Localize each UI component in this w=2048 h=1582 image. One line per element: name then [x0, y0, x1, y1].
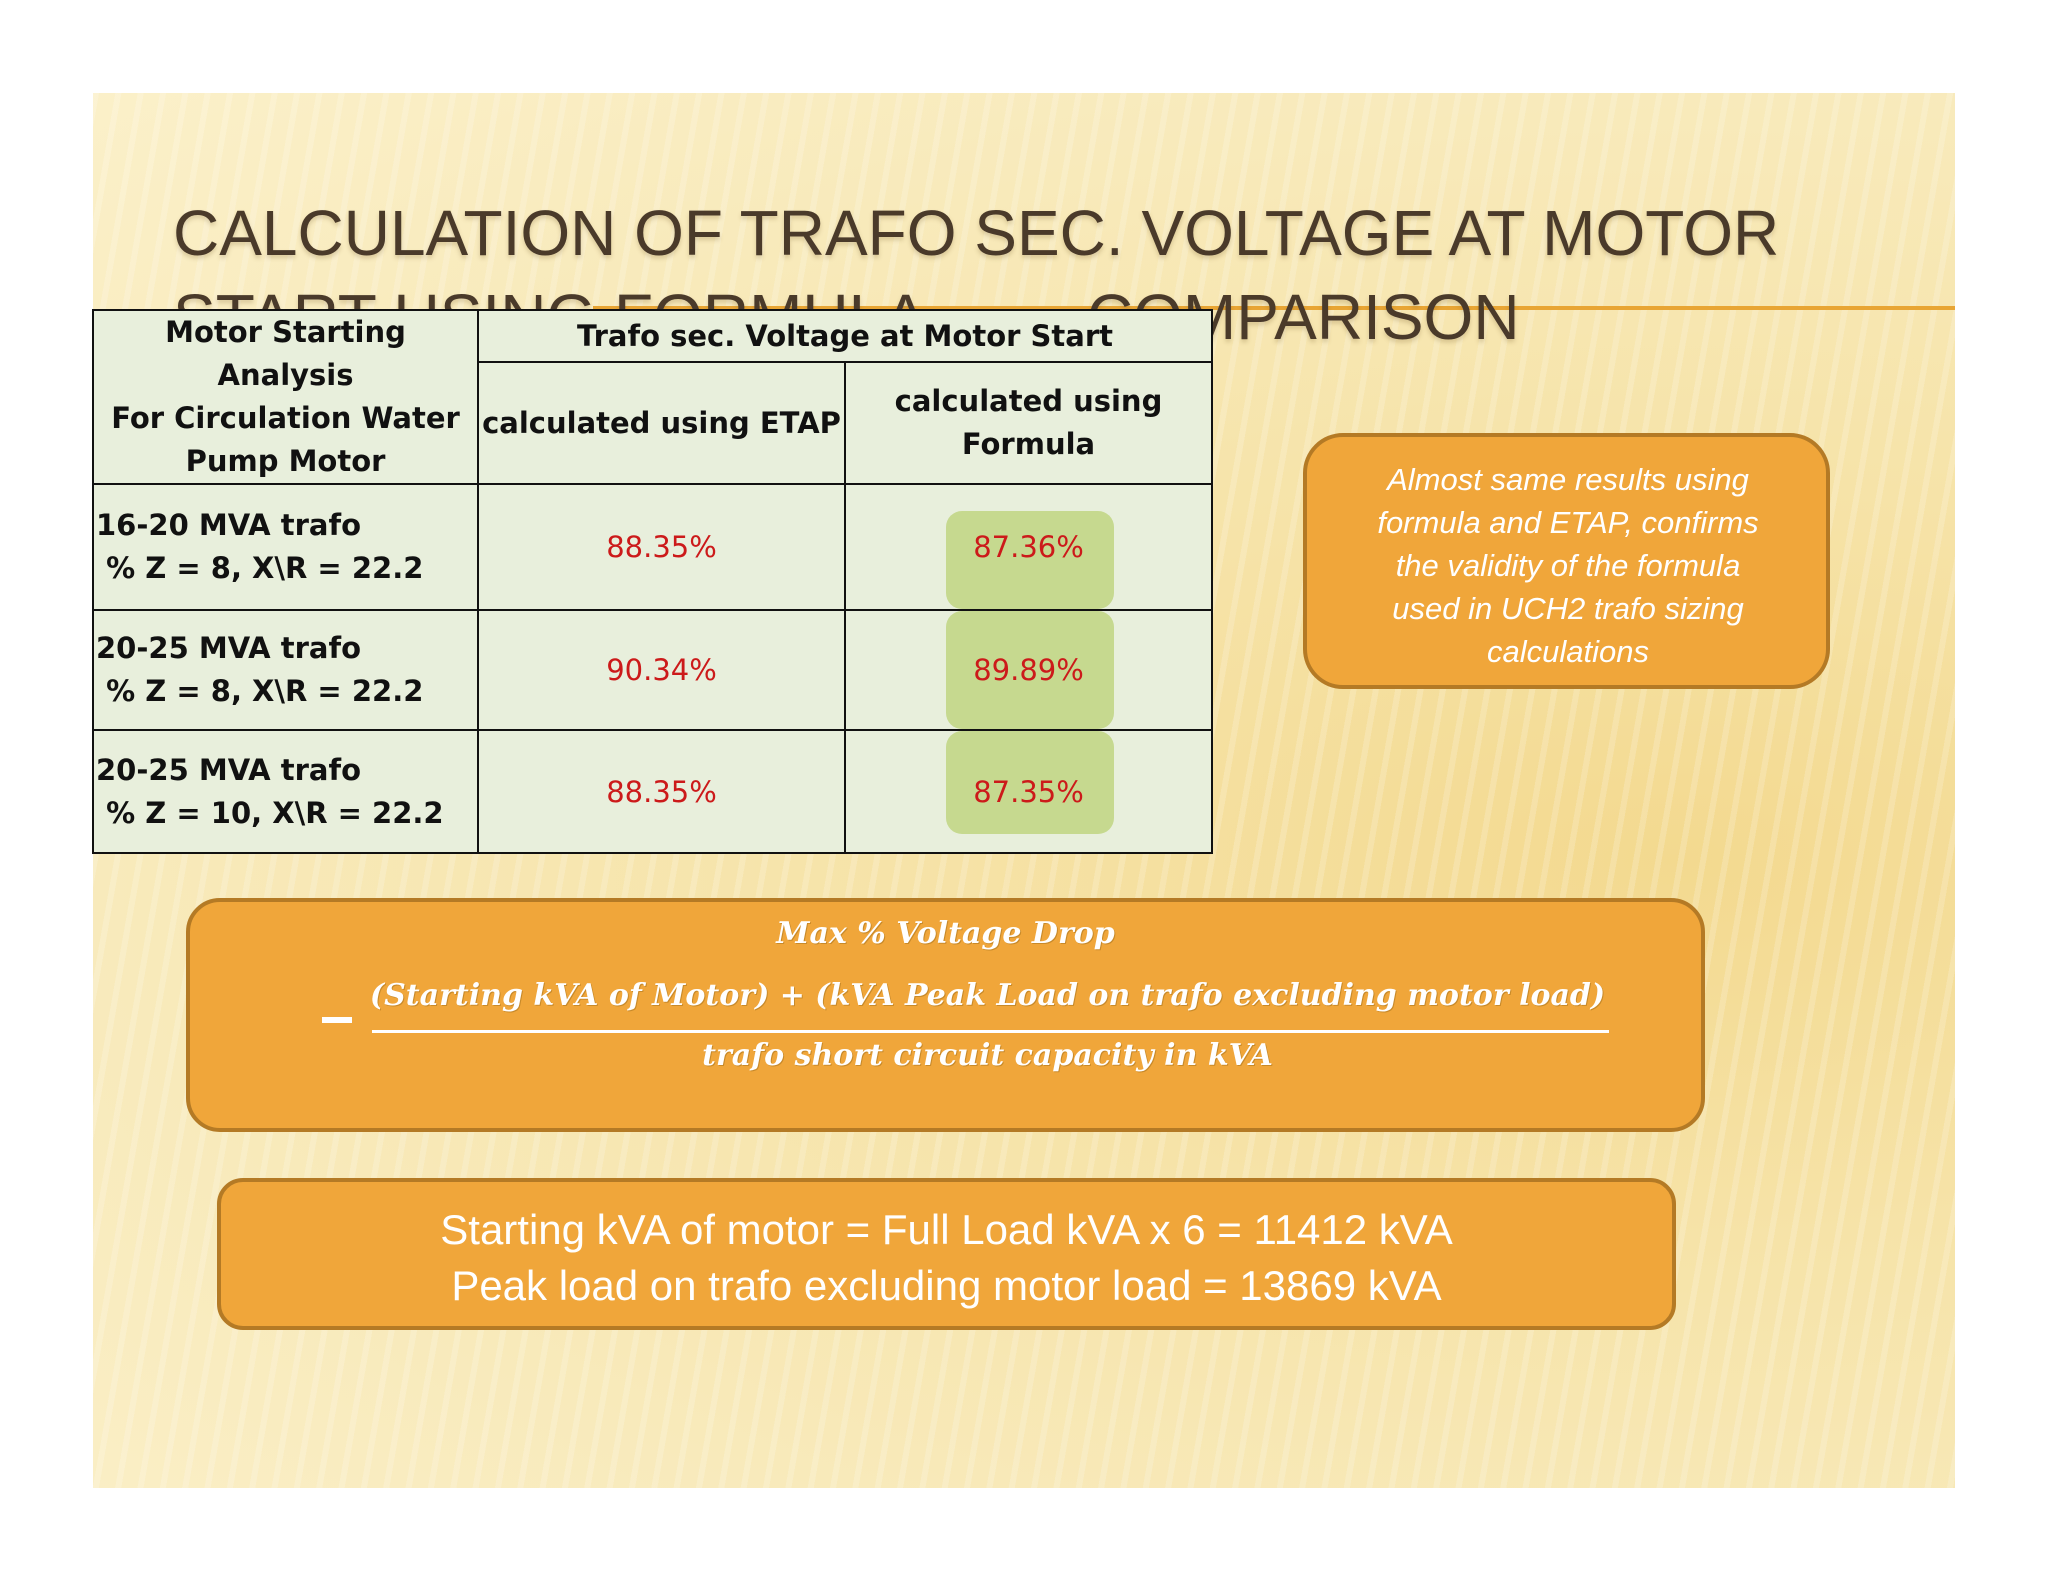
col-header-etap: calculated using ETAP: [477, 361, 846, 485]
table-row: 20-25 MVA trafo % Z = 10, X\R = 22.2 88.…: [91, 729, 1213, 854]
callout-line: calculations: [1487, 634, 1649, 669]
info-line-2: Peak load on trafo excluding motor load …: [451, 1262, 1442, 1309]
info-box: Starting kVA of motor = Full Load kVA x …: [217, 1178, 1676, 1330]
corner-header: Motor Starting Analysis For Circulation …: [91, 309, 480, 485]
formula-value: 87.35%: [973, 774, 1084, 809]
table-row: 16-20 MVA trafo % Z = 8, X\R = 22.2 88.3…: [91, 483, 1213, 611]
row-label: 20-25 MVA trafo % Z = 10, X\R = 22.2: [91, 729, 480, 854]
row-label: 16-20 MVA trafo % Z = 8, X\R = 22.2: [91, 483, 480, 611]
title-underline-rule: [593, 306, 1955, 310]
formula-box: Max % Voltage Drop (Starting kVA of Moto…: [186, 898, 1705, 1132]
callout-pointer-fill: [1342, 566, 1408, 624]
title-line-1: CALCULATION OF TRAFO SEC. VOLTAGE AT MOT…: [173, 197, 1780, 269]
callout-line: the validity of the formula: [1395, 548, 1741, 583]
corner-header-line-2: For Circulation Water: [111, 401, 460, 435]
row-label: 20-25 MVA trafo % Z = 8, X\R = 22.2: [91, 609, 480, 731]
row-params: % Z = 8, X\R = 22.2: [96, 551, 424, 585]
callout-bubble: [1303, 433, 1830, 689]
group-header: Trafo sec. Voltage at Motor Start: [477, 308, 1213, 364]
equals-sign: [322, 1017, 352, 1023]
row-params: % Z = 8, X\R = 22.2: [96, 674, 424, 708]
info-line-1: Starting kVA of motor = Full Load kVA x …: [440, 1206, 1453, 1253]
corner-header-line-3: Pump Motor: [185, 444, 386, 478]
row-name: 20-25 MVA trafo: [96, 752, 361, 787]
callout-line: used in UCH2 trafo sizing: [1392, 591, 1744, 626]
formula-cell: 87.35%: [844, 729, 1213, 854]
etap-value: 88.35%: [477, 483, 846, 611]
formula-value: 87.36%: [973, 530, 1084, 564]
col-header-formula: calculated using Formula: [844, 361, 1213, 485]
formula-numerator: (Starting kVA of Motor) + (kVA Peak Load…: [369, 978, 1606, 1013]
formula-highlight: [946, 511, 1114, 609]
formula-cell: 87.36%: [844, 483, 1213, 611]
etap-value: 90.34%: [477, 609, 846, 731]
etap-value: 88.35%: [477, 729, 846, 854]
callout-line: formula and ETAP, confirms: [1377, 505, 1759, 540]
row-params: % Z = 10, X\R = 22.2: [96, 795, 444, 830]
row-name: 16-20 MVA trafo: [96, 508, 361, 542]
fraction-bar: [372, 1030, 1609, 1033]
callout-line: Almost same results using: [1387, 462, 1749, 497]
slide-title: CALCULATION OF TRAFO SEC. VOLTAGE AT MOT…: [173, 191, 1873, 359]
table-row: 20-25 MVA trafo % Z = 8, X\R = 22.2 90.3…: [91, 609, 1213, 731]
formula-highlight: [946, 611, 1114, 729]
formula-highlight: [946, 731, 1114, 834]
formula-denominator: trafo short circuit capacity in kVA: [702, 1038, 1273, 1073]
row-name: 20-25 MVA trafo: [96, 631, 361, 665]
callout-text: Almost same results using formula and ET…: [1318, 458, 1818, 673]
col-header-formula-line-1: calculated using: [894, 384, 1163, 419]
comparison-table: Motor Starting Analysis For Circulation …: [91, 308, 1213, 854]
formula-value: 89.89%: [973, 653, 1084, 687]
formula-label: Max % Voltage Drop: [776, 916, 1115, 951]
corner-header-line-1: Motor Starting Analysis: [165, 315, 406, 392]
formula-cell: 89.89%: [844, 609, 1213, 731]
col-header-formula-line-2: Formula: [961, 427, 1096, 462]
